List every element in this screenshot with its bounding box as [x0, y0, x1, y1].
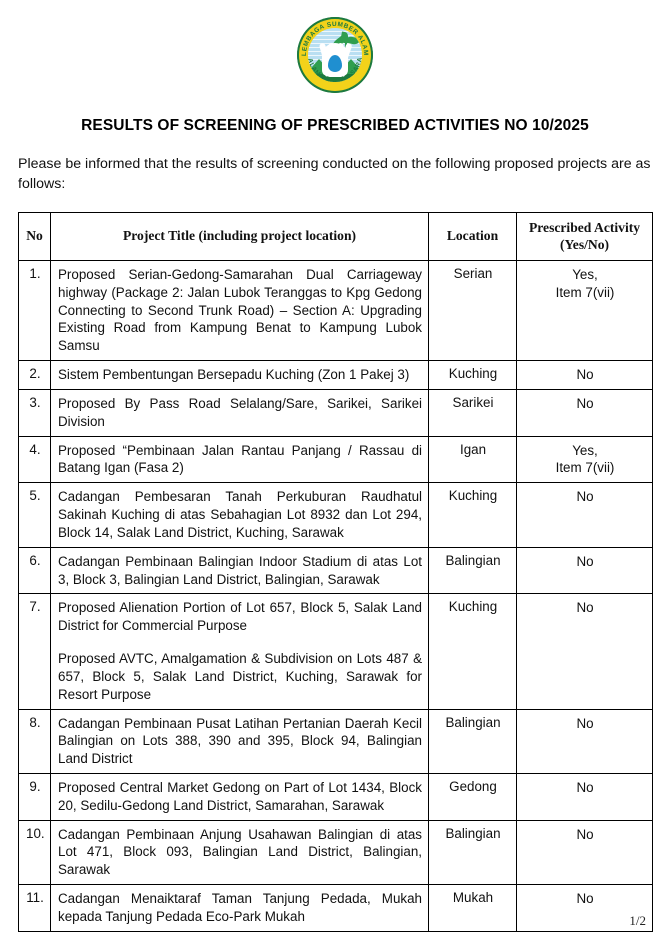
- column-header-location: Location: [428, 212, 517, 261]
- project-title-paragraph: Proposed “Pembinaan Jalan Rantau Panjang…: [58, 442, 422, 476]
- prescribed-activity-answer: No: [576, 715, 594, 731]
- logo-inner-scene: [308, 28, 362, 82]
- row-number: 2.: [18, 360, 51, 390]
- table-row: 9. Proposed Central Market Gedong on Part…: [18, 772, 653, 821]
- table-row: 3. Proposed By Pass Road Selalang/Sare, S…: [18, 388, 653, 437]
- prescribed-activity-answer: No: [576, 395, 594, 411]
- row-number: 1.: [18, 259, 51, 362]
- row-project-title: Cadangan Pembinaan Balingian Indoor Stad…: [50, 546, 429, 595]
- column-header-project-title: Project Title (including project locatio…: [50, 212, 429, 261]
- prescribed-activity-answer: No: [576, 489, 594, 505]
- table-row: 8. Cadangan Pembinaan Pusat Latihan Perta…: [18, 708, 653, 774]
- screening-results-table: No Project Title (including project loca…: [18, 212, 653, 932]
- project-title-paragraph: Proposed By Pass Road Selalang/Sare, Sar…: [58, 395, 422, 429]
- project-title-paragraph: Cadangan Menaiktaraf Taman Tanjung Pedad…: [58, 891, 422, 924]
- table-row: 10. Cadangan Pembinaan Anjung Usahawan Ba…: [18, 819, 653, 886]
- row-prescribed-activity: No: [516, 593, 653, 710]
- row-prescribed-activity: No: [516, 772, 653, 821]
- lembaga-sumber-alam-sarawak-logo-icon: LEMBAGA SUMBER ALAM DAN ALAM SEKITAR SAR…: [297, 17, 373, 93]
- project-title-paragraph: Cadangan Pembinaan Balingian Indoor Stad…: [58, 553, 422, 587]
- row-prescribed-activity: No: [516, 482, 653, 548]
- table-row: 11. Cadangan Menaiktaraf Taman Tanjung Pe…: [18, 884, 653, 932]
- column-header-no: No: [18, 212, 51, 261]
- row-project-title: Proposed “Pembinaan Jalan Rantau Panjang…: [50, 435, 429, 484]
- row-project-title: Cadangan Pembinaan Pusat Latihan Pertani…: [50, 708, 429, 774]
- table-row: 4. Proposed “Pembinaan Jalan Rantau Panja…: [18, 435, 653, 484]
- prescribed-activity-answer: No: [576, 600, 594, 616]
- row-location: Sarikei: [428, 388, 517, 437]
- row-location: Balingian: [428, 546, 517, 595]
- logo-container: LEMBAGA SUMBER ALAM DAN ALAM SEKITAR SAR…: [0, 0, 670, 93]
- logo-water-droplet-icon: [328, 55, 342, 72]
- row-prescribed-activity: Yes, Item 7(vii): [516, 259, 653, 362]
- row-number: 8.: [18, 708, 51, 774]
- row-location: Serian: [428, 259, 517, 362]
- table-row: 7. Proposed Alienation Portion of Lot 657…: [18, 593, 653, 710]
- prescribed-activity-answer: No: [576, 826, 594, 842]
- row-number: 6.: [18, 546, 51, 595]
- table-row: 1. Proposed Serian-Gedong-Samarahan Dual …: [18, 259, 653, 362]
- prescribed-activity-answer: Yes,: [572, 266, 598, 282]
- row-number: 5.: [18, 482, 51, 548]
- row-number: 10.: [18, 819, 51, 886]
- project-title-paragraph: Proposed Central Market Gedong on Part o…: [58, 779, 422, 813]
- row-project-title: Proposed By Pass Road Selalang/Sare, Sar…: [50, 388, 429, 437]
- prescribed-activity-item: Item 7(vii): [555, 284, 615, 300]
- table-row: 2. Sistem Pembentungan Bersepadu Kuching …: [18, 360, 653, 390]
- page-title: RESULTS OF SCREENING OF PRESCRIBED ACTIV…: [81, 117, 589, 134]
- project-title-paragraph: Proposed Serian-Gedong-Samarahan Dual Ca…: [58, 266, 422, 354]
- results-table-container: No Project Title (including project loca…: [18, 212, 653, 932]
- row-location: Balingian: [428, 819, 517, 886]
- row-project-title: Sistem Pembentungan Bersepadu Kuching (Z…: [50, 360, 429, 390]
- column-header-prescribed-activity-line1: Prescribed Activity: [528, 220, 641, 236]
- row-number: 4.: [18, 435, 51, 484]
- table-row: 6. Cadangan Pembinaan Balingian Indoor St…: [18, 546, 653, 595]
- row-prescribed-activity: No: [516, 388, 653, 437]
- row-project-title: Cadangan Pembesaran Tanah Perkuburan Rau…: [50, 482, 429, 548]
- page-indicator: 1/2: [629, 913, 646, 928]
- row-project-title: Proposed Serian-Gedong-Samarahan Dual Ca…: [50, 259, 429, 362]
- table-header-row: No Project Title (including project loca…: [18, 212, 653, 261]
- prescribed-activity-answer: Yes,: [572, 442, 598, 458]
- row-number: 11.: [18, 884, 51, 932]
- logo-ground-band: [308, 74, 362, 82]
- table-row: 5. Cadangan Pembesaran Tanah Perkuburan R…: [18, 482, 653, 548]
- row-location: Kuching: [428, 360, 517, 390]
- prescribed-activity-answer: No: [576, 553, 594, 569]
- column-header-prescribed-activity: Prescribed Activity (Yes/No): [516, 212, 653, 261]
- row-project-title: Cadangan Menaiktaraf Taman Tanjung Pedad…: [50, 884, 429, 932]
- row-location: Igan: [428, 435, 517, 484]
- intro-paragraph: Please be informed that the results of s…: [18, 156, 651, 193]
- row-prescribed-activity: No: [516, 708, 653, 774]
- project-title-paragraph: Sistem Pembentungan Bersepadu Kuching (Z…: [58, 367, 410, 383]
- prescribed-activity-answer: No: [576, 779, 594, 795]
- table-body: 1. Proposed Serian-Gedong-Samarahan Dual …: [18, 259, 653, 932]
- row-location: Gedong: [428, 772, 517, 821]
- row-project-title: Cadangan Pembinaan Anjung Usahawan Balin…: [50, 819, 429, 886]
- project-title-paragraph: Cadangan Pembinaan Anjung Usahawan Balin…: [58, 826, 422, 878]
- prescribed-activity-answer: No: [576, 891, 594, 907]
- column-header-prescribed-activity-line2: (Yes/No): [559, 236, 610, 252]
- row-location: Balingian: [428, 708, 517, 774]
- row-prescribed-activity: No: [516, 546, 653, 595]
- row-number: 7.: [18, 593, 51, 710]
- project-title-paragraph: Cadangan Pembesaran Tanah Perkuburan Rau…: [58, 489, 422, 540]
- row-prescribed-activity: No: [516, 884, 653, 932]
- prescribed-activity-item: Item 7(vii): [555, 460, 615, 476]
- row-location: Kuching: [428, 593, 517, 710]
- row-location: Mukah: [428, 884, 517, 932]
- row-prescribed-activity: No: [516, 819, 653, 886]
- row-number: 3.: [18, 388, 51, 437]
- row-number: 9.: [18, 772, 51, 821]
- row-prescribed-activity: No: [516, 360, 653, 390]
- prescribed-activity-answer: No: [576, 367, 594, 383]
- row-location: Kuching: [428, 482, 517, 548]
- project-title-paragraph: Cadangan Pembinaan Pusat Latihan Pertani…: [58, 715, 422, 767]
- row-project-title: Proposed Central Market Gedong on Part o…: [50, 772, 429, 821]
- project-title-paragraph: Proposed Alienation Portion of Lot 657, …: [58, 600, 422, 634]
- project-title-paragraph: Proposed AVTC, Amalgamation & Subdivisio…: [58, 651, 422, 702]
- row-project-title: Proposed Alienation Portion of Lot 657, …: [50, 593, 429, 710]
- row-prescribed-activity: Yes, Item 7(vii): [516, 435, 653, 484]
